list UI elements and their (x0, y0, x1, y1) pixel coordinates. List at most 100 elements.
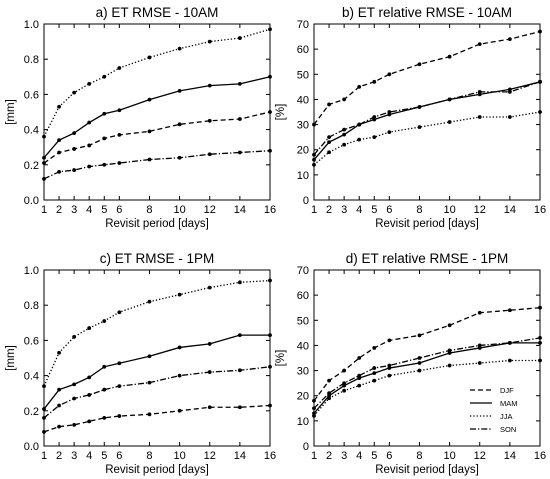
data-point (477, 310, 482, 315)
data-point (387, 373, 392, 378)
data-point (57, 104, 61, 109)
y-tick-label: 20 (297, 145, 309, 157)
data-point (417, 356, 422, 360)
y-tick-label: 0.0 (24, 195, 39, 207)
y-tick-label: 30 (297, 120, 309, 132)
data-point (312, 162, 316, 167)
data-point (268, 74, 272, 79)
data-point (42, 161, 46, 165)
data-point (268, 403, 272, 408)
data-point (447, 120, 452, 124)
data-point (177, 122, 182, 127)
data-point (268, 278, 272, 283)
data-point (87, 326, 92, 330)
series-line-jja (313, 111, 541, 166)
x-tick-label: 12 (474, 450, 486, 462)
data-point (327, 135, 331, 140)
data-point (507, 358, 512, 363)
data-point (447, 323, 452, 328)
y-tick-label: 40 (297, 94, 309, 106)
data-point (102, 364, 107, 369)
data-point (72, 131, 77, 136)
x-axis-label: Revisit period [days] (105, 464, 209, 476)
data-point (177, 292, 182, 297)
data-point (477, 115, 482, 119)
data-point (507, 308, 512, 313)
data-point (507, 341, 512, 345)
data-point (387, 110, 392, 114)
data-point (447, 363, 452, 368)
x-tick-label: 2 (56, 204, 62, 216)
data-point (312, 398, 316, 403)
data-point (207, 285, 212, 290)
series-line-jja (43, 28, 271, 137)
data-point (57, 150, 61, 155)
y-tick-label: 10 (297, 416, 309, 428)
x-axis-label: Revisit period [days] (105, 218, 209, 230)
x-tick-label: 2 (326, 450, 332, 462)
x-tick-label: 14 (234, 204, 246, 216)
x-tick-label: 10 (173, 450, 185, 462)
x-tick-label: 6 (116, 450, 122, 462)
data-point (357, 122, 362, 127)
data-point (237, 368, 242, 373)
x-tick-label: 10 (443, 204, 455, 216)
series-line-mam (313, 81, 541, 161)
data-point (237, 117, 242, 121)
x-tick-label: 1 (311, 204, 317, 216)
data-point (538, 305, 542, 310)
data-point (57, 387, 61, 392)
data-point (117, 310, 122, 315)
data-point (72, 422, 77, 427)
data-point (42, 407, 46, 411)
y-tick-label: 30 (297, 366, 309, 378)
data-point (237, 36, 242, 40)
data-point (102, 415, 107, 420)
y-tick-label: 0 (303, 195, 309, 207)
data-point (342, 97, 347, 102)
data-point (327, 396, 331, 401)
y-tick-label: 40 (297, 340, 309, 352)
data-point (42, 155, 46, 160)
data-point (207, 370, 212, 374)
data-point (207, 342, 212, 346)
data-point (72, 382, 77, 387)
data-point (417, 105, 422, 109)
series-line-djf (43, 404, 271, 433)
y-tick-label: 0.2 (24, 160, 39, 172)
data-point (147, 412, 152, 417)
data-point (357, 84, 362, 89)
data-point (538, 29, 542, 34)
y-axis-label: [mm] (5, 99, 17, 125)
data-point (42, 430, 46, 434)
x-tick-label: 3 (71, 450, 77, 462)
data-point (507, 37, 512, 41)
data-point (477, 89, 482, 94)
data-point (417, 333, 422, 338)
data-point (72, 334, 77, 339)
data-point (477, 343, 482, 348)
data-point (177, 88, 182, 93)
legend-label: MAM (500, 399, 518, 408)
x-tick-label: 16 (534, 450, 546, 462)
data-point (87, 81, 92, 86)
data-point (312, 122, 316, 127)
data-point (72, 396, 77, 401)
data-point (447, 348, 452, 353)
x-tick-label: 4 (356, 204, 362, 216)
data-point (72, 90, 77, 95)
data-point (117, 414, 122, 418)
data-point (207, 152, 212, 157)
legend-label: DJF (500, 386, 514, 395)
x-tick-label: 6 (386, 204, 392, 216)
x-axis-label: Revisit period [days] (375, 218, 479, 230)
data-point (538, 335, 542, 340)
data-point (42, 415, 46, 420)
data-point (417, 62, 422, 67)
x-tick-label: 2 (326, 204, 332, 216)
y-tick-label: 0.2 (24, 406, 39, 418)
panel-b: b) ET relative RMSE - 10AM Revisit perio… (275, 5, 546, 230)
data-point (117, 108, 122, 113)
y-tick-label: 0.4 (24, 371, 39, 383)
data-point (42, 176, 46, 181)
